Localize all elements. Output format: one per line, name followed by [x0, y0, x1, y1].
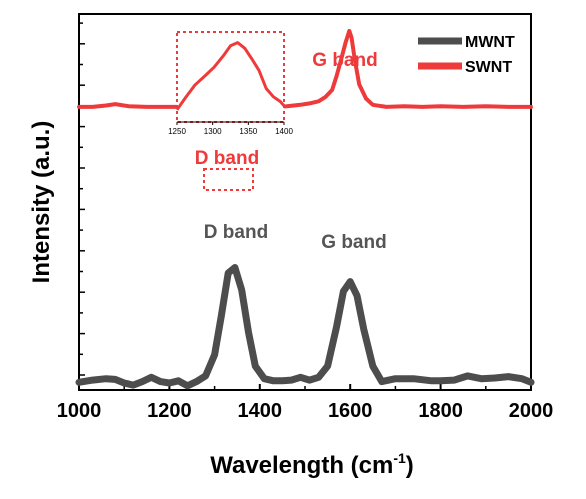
x-axis-title-close: ) — [406, 452, 414, 479]
inset: 1250 1300 1350 1400 — [168, 31, 293, 136]
series-line-mwnt — [75, 264, 535, 390]
legend-label-mwnt: MWNT — [465, 34, 515, 51]
inset-tick-label: 1350 — [239, 127, 257, 136]
x-tick-label: 1600 — [328, 400, 373, 422]
inset-tick-label: 1250 — [168, 127, 186, 136]
x-tick-label: 1000 — [57, 400, 102, 422]
plot-frame — [78, 13, 532, 391]
x-axis-title: Wavelength (cm-1) — [210, 450, 414, 479]
annotation-swnt-g-band: G band — [312, 50, 377, 71]
inset-tick-label: 1400 — [275, 127, 293, 136]
x-axis-title-main: Wavelength (cm — [210, 452, 393, 479]
inset-series-line — [175, 41, 286, 111]
annotation-swnt-d-band: D band — [195, 148, 259, 169]
legend-label-swnt: SWNT — [465, 59, 512, 76]
d-band-highlight-box — [203, 168, 254, 191]
x-tick-label: 1800 — [418, 400, 463, 422]
x-tick-label: 1400 — [238, 400, 283, 422]
inset-tick-label: 1300 — [204, 127, 222, 136]
annotation-mwnt-g-band: G band — [321, 232, 386, 253]
legend: MWNT SWNT — [418, 34, 515, 76]
series-line-swnt — [77, 28, 533, 109]
x-axis-title-sup: -1 — [393, 450, 406, 466]
x-tick-label: 1200 — [147, 400, 192, 422]
x-tick-label: 2000 — [509, 400, 554, 422]
inset-x-ticks: 1250 1300 1350 1400 — [168, 122, 293, 136]
annotation-mwnt-d-band: D band — [204, 222, 268, 243]
x-axis-ticks: 1000 1200 1400 1600 1800 2000 — [57, 384, 554, 422]
y-axis-title: Intensity (a.u.) — [28, 121, 55, 284]
